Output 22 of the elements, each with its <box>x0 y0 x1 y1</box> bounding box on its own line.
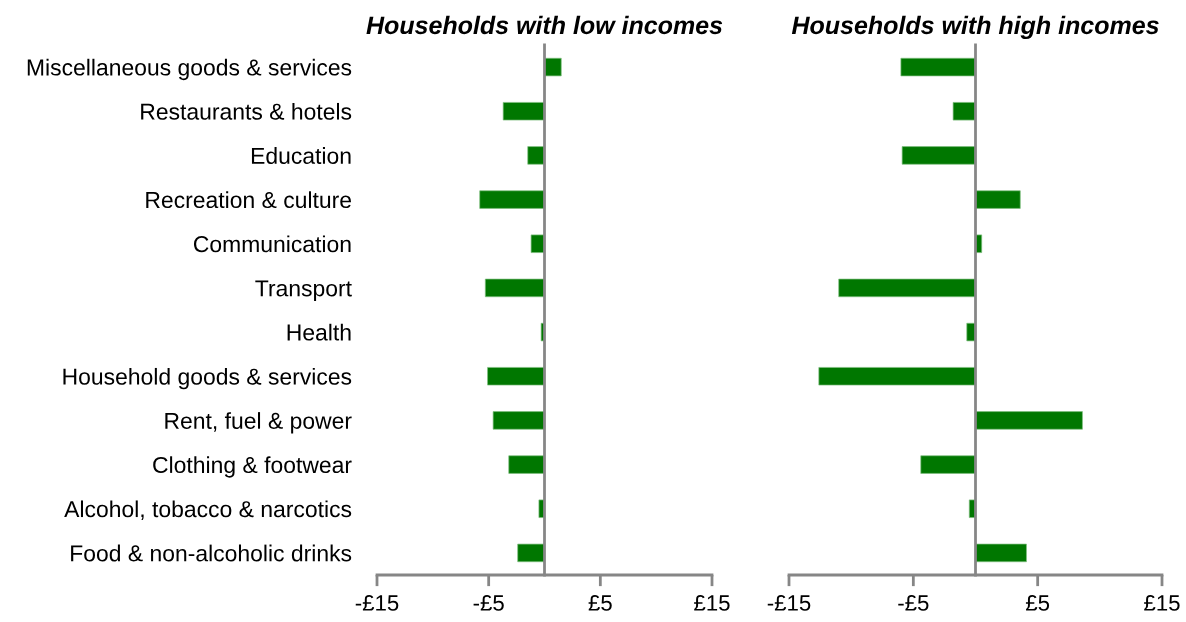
y-tick-label: Education <box>251 147 351 164</box>
y-tick-label: Food & non-alcoholic drinks <box>71 544 352 562</box>
y-tick-label: Household goods & services <box>63 367 352 390</box>
y-tick-label: Clothing & footwear <box>153 456 352 478</box>
y-tick-label: Recreation & culture <box>146 191 351 209</box>
y-tick-label: Rent, fuel & power <box>165 412 352 434</box>
x-tick-label: £5 <box>588 595 612 611</box>
y-tick-label: Restaurants & hotels <box>141 102 352 120</box>
x-tick-label: -£15 <box>767 595 811 611</box>
y-tick-label: Health <box>287 323 351 341</box>
x-tick-label: -£5 <box>473 595 504 611</box>
chart-title: Households with high incomes <box>791 15 1159 40</box>
chart-title: Households with low incomes <box>366 15 723 35</box>
y-tick-label: Communication <box>193 235 351 253</box>
x-tick-label: £15 <box>694 595 730 611</box>
x-tick-label: £5 <box>1025 595 1050 611</box>
x-tick-label: -£15 <box>355 595 399 611</box>
y-tick-label: Alcohol, tobacco & narcotics <box>64 500 352 520</box>
y-tick-label: Transport <box>255 280 352 301</box>
x-tick-label: £15 <box>1144 595 1180 611</box>
y-tick-label: Miscellaneous goods & services <box>27 58 352 81</box>
x-tick-label: -£5 <box>898 595 929 611</box>
